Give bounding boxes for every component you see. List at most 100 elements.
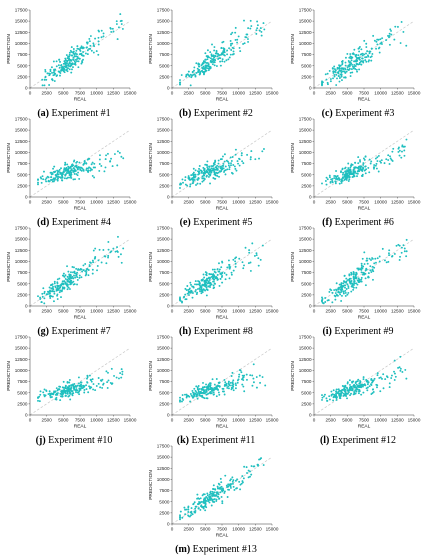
data-point [61, 389, 63, 392]
data-point [68, 51, 71, 54]
data-point [215, 171, 218, 174]
data-point [232, 485, 235, 488]
data-point [254, 158, 257, 161]
data-point [382, 387, 385, 390]
data-point [335, 177, 338, 180]
data-point [220, 266, 223, 269]
data-point [62, 380, 65, 383]
x-tick-label: 5000 [342, 91, 353, 96]
data-point [112, 247, 115, 250]
data-point [91, 161, 94, 164]
data-point [260, 34, 263, 37]
data-point [69, 279, 72, 282]
data-point [393, 252, 396, 255]
y-tick-label: 5000 [301, 172, 312, 177]
y-tick-label: 2500 [159, 510, 170, 515]
x-tick-label: 7500 [217, 200, 228, 205]
data-point [218, 385, 221, 388]
panel-letter: (f) [322, 217, 333, 228]
data-point [83, 160, 86, 162]
data-point [231, 476, 234, 479]
data-point [75, 164, 78, 167]
data-point [71, 54, 74, 57]
data-point [195, 72, 198, 74]
data-point [198, 73, 201, 76]
data-point [373, 167, 375, 170]
y-tick-label: 7500 [301, 270, 312, 275]
data-point [209, 497, 212, 499]
data-point [388, 32, 391, 35]
data-point [352, 286, 355, 289]
data-point [202, 501, 205, 504]
data-point [77, 171, 80, 174]
scatter-panel: 0 2500 5000 7500 10000 12500 15000 0 2500 5000 750… [146, 111, 286, 233]
data-point [225, 273, 228, 276]
data-point [38, 395, 41, 398]
x-tick-label: 15000 [266, 418, 279, 423]
data-point [389, 157, 392, 160]
y-tick-label: 5000 [17, 281, 28, 286]
data-point [214, 55, 217, 58]
data-point [61, 395, 64, 398]
data-point [217, 159, 220, 162]
x-tick-label: 5000 [200, 527, 211, 532]
data-point [359, 280, 362, 283]
data-point [344, 76, 347, 79]
y-tick-label: 5000 [159, 172, 170, 177]
data-point [240, 154, 243, 157]
data-point [51, 289, 54, 292]
data-point [70, 283, 72, 285]
data-point [381, 43, 383, 45]
y-axis-label: PREDICTION [290, 252, 296, 282]
data-point [198, 63, 201, 66]
data-point [246, 472, 248, 474]
data-point [75, 49, 78, 52]
data-point [403, 247, 406, 250]
data-point [232, 479, 235, 482]
data-point [53, 178, 56, 181]
data-point [56, 278, 59, 281]
data-point [232, 383, 235, 386]
data-point [223, 384, 226, 387]
data-point [359, 53, 362, 56]
data-point [347, 391, 350, 394]
data-point [340, 300, 343, 302]
data-point [325, 397, 328, 400]
data-point [206, 492, 209, 495]
data-point [85, 388, 88, 391]
data-point [346, 397, 348, 400]
data-point [238, 375, 240, 378]
data-point [104, 166, 107, 169]
y-tick-label: 10000 [299, 150, 312, 155]
y-tick-label: 15000 [157, 237, 170, 242]
data-point [212, 58, 215, 60]
x-axis-label: REAL [74, 315, 87, 321]
data-point [194, 507, 197, 510]
data-point [205, 171, 207, 174]
data-point [209, 495, 212, 498]
data-point [216, 485, 219, 488]
data-point [345, 281, 348, 284]
data-point [97, 36, 100, 39]
data-point [334, 298, 337, 301]
data-point [107, 248, 110, 251]
data-point [385, 261, 388, 264]
data-point [241, 383, 244, 386]
data-point [364, 272, 367, 275]
data-point [223, 491, 226, 494]
data-point [378, 260, 381, 263]
data-point [193, 178, 196, 181]
data-point [345, 70, 348, 73]
data-point [353, 280, 356, 283]
data-point [103, 170, 106, 173]
data-point [335, 394, 338, 396]
data-point [354, 392, 357, 395]
data-point [66, 163, 69, 166]
data-point [366, 50, 369, 53]
y-tick-label: 0 [167, 195, 170, 200]
data-point [367, 166, 370, 169]
data-point [95, 50, 98, 53]
data-point [364, 172, 367, 175]
data-point [74, 62, 77, 65]
data-point [71, 390, 73, 393]
